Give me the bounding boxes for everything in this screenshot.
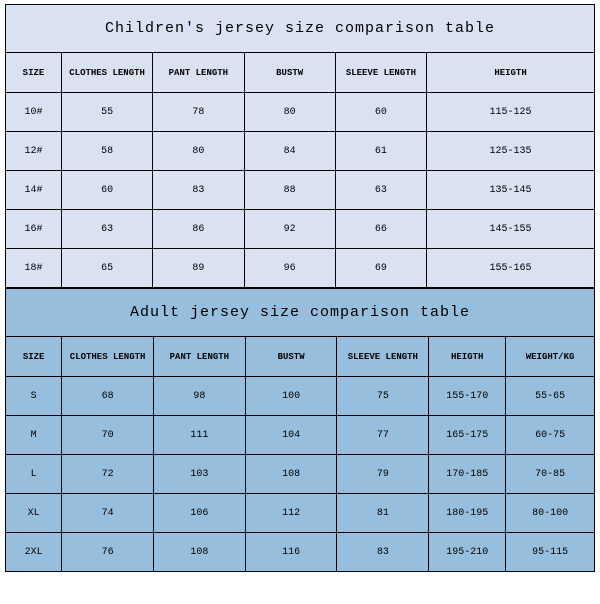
cell-size: 2XL xyxy=(6,533,62,572)
cell-pant-length: 108 xyxy=(153,533,245,572)
size-tables-container: Children's jersey size comparison table … xyxy=(5,4,595,572)
col-pant-length: PANT LENGTH xyxy=(153,53,244,93)
cell-pant-length: 111 xyxy=(153,416,245,455)
cell-size: 14# xyxy=(6,171,62,210)
cell-bustw: 84 xyxy=(244,132,335,171)
cell-size: S xyxy=(6,377,62,416)
table-row: 10# 55 78 80 60 115-125 xyxy=(6,93,595,132)
table-row: 14# 60 83 88 63 135-145 xyxy=(6,171,595,210)
cell-bustw: 104 xyxy=(245,416,337,455)
cell-heigth: 135-145 xyxy=(427,171,595,210)
cell-heigth: 155-170 xyxy=(429,377,506,416)
cell-heigth: 155-165 xyxy=(427,249,595,288)
cell-clothes-length: 76 xyxy=(62,533,154,572)
cell-clothes-length: 58 xyxy=(61,132,152,171)
cell-heigth: 145-155 xyxy=(427,210,595,249)
cell-pant-length: 106 xyxy=(153,494,245,533)
cell-pant-length: 78 xyxy=(153,93,244,132)
cell-sleeve-length: 81 xyxy=(337,494,429,533)
cell-pant-length: 103 xyxy=(153,455,245,494)
cell-size: 18# xyxy=(6,249,62,288)
children-title: Children's jersey size comparison table xyxy=(6,5,595,53)
col-bustw: BUSTW xyxy=(245,337,337,377)
col-clothes-length: CLOTHES LENGTH xyxy=(62,337,154,377)
cell-bustw: 96 xyxy=(244,249,335,288)
cell-sleeve-length: 60 xyxy=(335,93,426,132)
children-size-table: Children's jersey size comparison table … xyxy=(5,4,595,288)
cell-weight: 60-75 xyxy=(506,416,595,455)
cell-weight: 95-115 xyxy=(506,533,595,572)
cell-sleeve-length: 79 xyxy=(337,455,429,494)
cell-bustw: 112 xyxy=(245,494,337,533)
col-size: SIZE xyxy=(6,53,62,93)
cell-sleeve-length: 77 xyxy=(337,416,429,455)
col-sleeve-length: SLEEVE LENGTH xyxy=(337,337,429,377)
cell-heigth: 125-135 xyxy=(427,132,595,171)
cell-sleeve-length: 66 xyxy=(335,210,426,249)
cell-size: M xyxy=(6,416,62,455)
cell-pant-length: 83 xyxy=(153,171,244,210)
cell-bustw: 92 xyxy=(244,210,335,249)
cell-clothes-length: 74 xyxy=(62,494,154,533)
adult-title-row: Adult jersey size comparison table xyxy=(6,289,595,337)
table-row: XL 74 106 112 81 180-195 80-100 xyxy=(6,494,595,533)
table-row: 12# 58 80 84 61 125-135 xyxy=(6,132,595,171)
cell-bustw: 116 xyxy=(245,533,337,572)
cell-clothes-length: 72 xyxy=(62,455,154,494)
cell-sleeve-length: 83 xyxy=(337,533,429,572)
cell-bustw: 100 xyxy=(245,377,337,416)
col-pant-length: PANT LENGTH xyxy=(153,337,245,377)
adult-title: Adult jersey size comparison table xyxy=(6,289,595,337)
cell-clothes-length: 70 xyxy=(62,416,154,455)
cell-sleeve-length: 69 xyxy=(335,249,426,288)
col-sleeve-length: SLEEVE LENGTH xyxy=(335,53,426,93)
cell-pant-length: 98 xyxy=(153,377,245,416)
adult-size-table: Adult jersey size comparison table SIZE … xyxy=(5,288,595,572)
cell-weight: 55-65 xyxy=(506,377,595,416)
col-clothes-length: CLOTHES LENGTH xyxy=(61,53,152,93)
table-row: 16# 63 86 92 66 145-155 xyxy=(6,210,595,249)
cell-sleeve-length: 75 xyxy=(337,377,429,416)
cell-weight: 80-100 xyxy=(506,494,595,533)
cell-size: 16# xyxy=(6,210,62,249)
cell-heigth: 180-195 xyxy=(429,494,506,533)
cell-clothes-length: 63 xyxy=(61,210,152,249)
cell-heigth: 195-210 xyxy=(429,533,506,572)
cell-sleeve-length: 63 xyxy=(335,171,426,210)
cell-clothes-length: 65 xyxy=(61,249,152,288)
children-header-row: SIZE CLOTHES LENGTH PANT LENGTH BUSTW SL… xyxy=(6,53,595,93)
cell-clothes-length: 55 xyxy=(61,93,152,132)
cell-weight: 70-85 xyxy=(506,455,595,494)
table-row: 18# 65 89 96 69 155-165 xyxy=(6,249,595,288)
col-weight: WEIGHT/KG xyxy=(506,337,595,377)
table-row: L 72 103 108 79 170-185 70-85 xyxy=(6,455,595,494)
cell-size: 12# xyxy=(6,132,62,171)
cell-size: XL xyxy=(6,494,62,533)
cell-size: L xyxy=(6,455,62,494)
col-bustw: BUSTW xyxy=(244,53,335,93)
cell-clothes-length: 68 xyxy=(62,377,154,416)
table-row: S 68 98 100 75 155-170 55-65 xyxy=(6,377,595,416)
children-title-row: Children's jersey size comparison table xyxy=(6,5,595,53)
cell-bustw: 80 xyxy=(244,93,335,132)
cell-pant-length: 86 xyxy=(153,210,244,249)
cell-pant-length: 80 xyxy=(153,132,244,171)
cell-pant-length: 89 xyxy=(153,249,244,288)
cell-bustw: 88 xyxy=(244,171,335,210)
col-heigth: HEIGTH xyxy=(427,53,595,93)
adult-header-row: SIZE CLOTHES LENGTH PANT LENGTH BUSTW SL… xyxy=(6,337,595,377)
col-size: SIZE xyxy=(6,337,62,377)
cell-bustw: 108 xyxy=(245,455,337,494)
cell-sleeve-length: 61 xyxy=(335,132,426,171)
cell-heigth: 165-175 xyxy=(429,416,506,455)
cell-heigth: 115-125 xyxy=(427,93,595,132)
cell-size: 10# xyxy=(6,93,62,132)
col-heigth: HEIGTH xyxy=(429,337,506,377)
table-row: M 70 111 104 77 165-175 60-75 xyxy=(6,416,595,455)
table-row: 2XL 76 108 116 83 195-210 95-115 xyxy=(6,533,595,572)
cell-clothes-length: 60 xyxy=(61,171,152,210)
cell-heigth: 170-185 xyxy=(429,455,506,494)
